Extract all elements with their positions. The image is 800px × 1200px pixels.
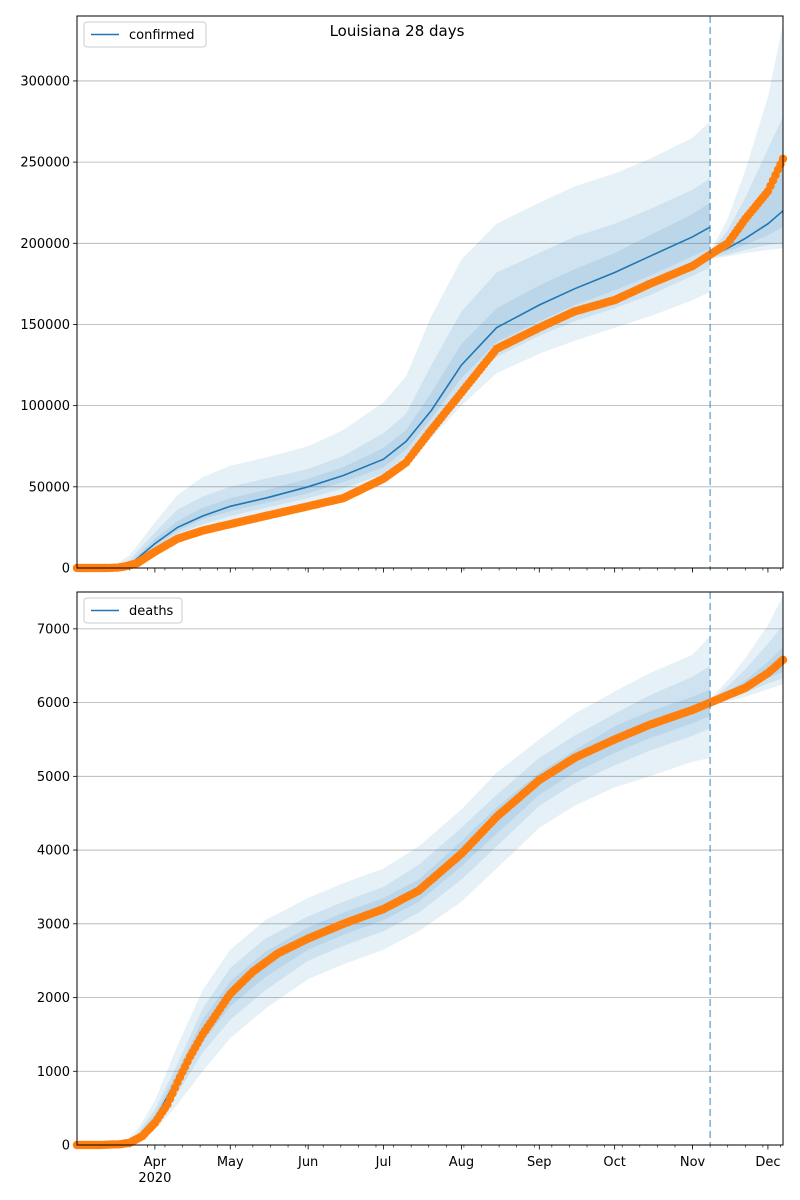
y-tick-label: 50000 — [29, 480, 70, 495]
x-tick-label: Sep — [527, 1155, 552, 1170]
x-tick-label: Nov — [680, 1155, 706, 1170]
legend-box — [83, 21, 207, 48]
y-tick-label: 100000 — [20, 399, 70, 414]
model-median-line — [77, 226, 711, 569]
confirmed-panel: 0 50000 100000 150000 200000 250000 300000 Loui… — [20, 15, 788, 577]
forecast-band — [710, 116, 783, 258]
chart-title: Louisiana 28 days — [330, 22, 465, 40]
y-tick-label: 5000 — [37, 770, 70, 785]
model-band — [77, 689, 711, 1145]
legend-box — [83, 597, 183, 624]
y-tick-label: 200000 — [20, 237, 70, 252]
legend: confirmed — [83, 21, 207, 48]
x-tick-label: Jun — [297, 1155, 318, 1170]
forecast-band — [710, 170, 783, 258]
x-tick-label: May — [217, 1155, 244, 1170]
model-band — [77, 121, 711, 568]
plot-frame — [76, 591, 784, 1146]
model-band — [77, 202, 711, 568]
x-tick-label: Dec — [755, 1155, 780, 1170]
model-band — [77, 636, 711, 1145]
y-tick-label: 1000 — [37, 1065, 70, 1080]
x-tick-label: Oct — [603, 1155, 625, 1170]
legend: deaths — [83, 597, 183, 624]
y-tick-label: 3000 — [37, 917, 70, 932]
x-tick-label: Apr — [144, 1155, 167, 1170]
y-tick-label: 6000 — [37, 696, 70, 711]
y-tick-label: 300000 — [20, 74, 70, 89]
x-tick-label: Aug — [449, 1155, 474, 1170]
y-tick-label: 4000 — [37, 844, 70, 859]
y-tick-label: 2000 — [37, 991, 70, 1006]
y-tick-label: 0 — [62, 562, 70, 577]
model-band — [77, 178, 711, 568]
plot-frame — [76, 15, 784, 569]
legend-label: confirmed — [129, 28, 195, 43]
x-tick-sublabel: 2020 — [138, 1171, 171, 1186]
y-tick-label: 250000 — [20, 156, 70, 171]
y-tick-label: 150000 — [20, 318, 70, 333]
legend-label: deaths — [129, 604, 174, 619]
x-tick-label: Jul — [375, 1155, 392, 1170]
y-tick-label: 7000 — [37, 622, 70, 637]
y-tick-label: 0 — [62, 1139, 70, 1154]
deaths-panel: 0 1000 2000 3000 4000 5000 6000 7000 deaths Apr Ma… — [37, 591, 788, 1186]
